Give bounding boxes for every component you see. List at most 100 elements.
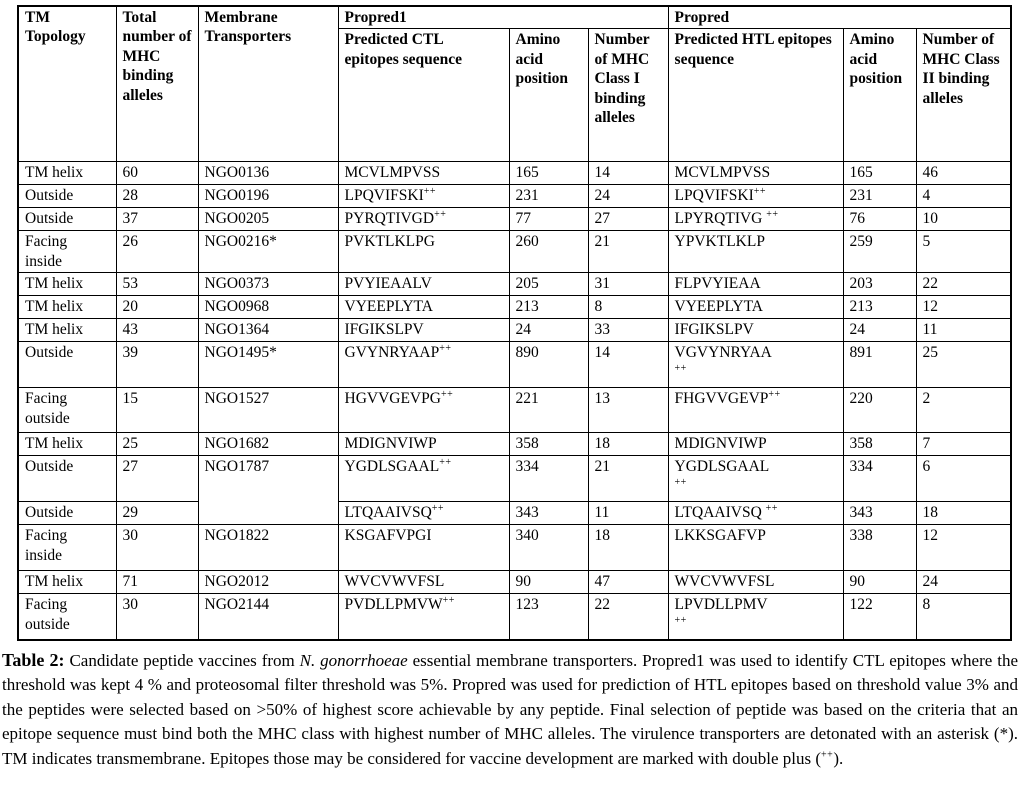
ctl-position-cell: 77 xyxy=(508,207,589,232)
caption-part1: Candidate peptide vaccines from xyxy=(64,650,300,670)
table-row: Outside 28 NGO0196 LPQVIFSKI++ 231 24 LPQVIFSK… xyxy=(17,184,1012,209)
table-row: TM helix 60 NGO0136 MCVLMPVSS 165 14 MCVLMPVSS… xyxy=(17,161,1012,186)
htl-epitope-cell: FHGVVGEVP++ xyxy=(667,387,844,434)
header-total-alleles: Total number of MHC binding alleles xyxy=(115,5,199,163)
ctl-epitope-cell: GVYNRYAAP++ xyxy=(337,341,510,389)
ctl-position-cell: 340 xyxy=(508,524,589,572)
doubleplus-marker: ++ xyxy=(674,614,687,626)
table-row: TM helix 53 NGO0373 PVYIEAALV 205 31 FLPVYIEAA… xyxy=(17,272,1012,297)
transporter-cell: NGO0216* xyxy=(197,230,339,274)
transporter-cell: NGO1364 xyxy=(197,318,339,343)
total-alleles-cell: 30 xyxy=(115,524,199,572)
ctl-position-cell: 123 xyxy=(508,593,589,641)
topology-cell: TM helix xyxy=(17,272,117,297)
header-group-row: TM Topology Total number of MHC binding … xyxy=(17,5,1012,163)
htl-alleles-cell: 46 xyxy=(915,161,1012,186)
header-mhc-class-ii: Number of MHC Class II binding alleles xyxy=(915,28,1012,163)
doubleplus-marker: ++ xyxy=(440,388,454,400)
topology-cell: Outside xyxy=(17,184,117,209)
ctl-epitope-cell: PVKTLKLPG xyxy=(337,230,510,274)
htl-position-cell: 259 xyxy=(842,230,917,274)
htl-alleles-cell: 7 xyxy=(915,432,1012,457)
htl-alleles-cell: 6 xyxy=(915,455,1012,503)
doubleplus-marker: ++ xyxy=(434,209,447,221)
topology-cell: Facing inside xyxy=(17,230,117,274)
table-row: Outside 29 LTQAAIVSQ++ 343 11 LTQAAIVSQ ++ 343… xyxy=(17,501,1012,526)
header-membrane-transporters: Membrane Transporters xyxy=(197,5,339,163)
htl-position-cell: 90 xyxy=(842,570,917,595)
ctl-epitope-cell: LPQVIFSKI++ xyxy=(337,184,510,209)
ctl-position-cell: 213 xyxy=(508,295,589,320)
caption-label: Table 2: xyxy=(2,649,65,670)
topology-cell: TM helix xyxy=(17,432,117,457)
header-propred1-group: Propred1 xyxy=(337,5,669,30)
htl-epitope-cell: LPVDLLPMV ++ xyxy=(667,593,844,641)
ctl-alleles-cell: 13 xyxy=(587,387,669,434)
htl-alleles-cell: 4 xyxy=(915,184,1012,209)
ctl-position-cell: 334 xyxy=(508,455,589,503)
ctl-alleles-cell: 18 xyxy=(587,524,669,572)
table-header: TM Topology Total number of MHC binding … xyxy=(17,5,1012,163)
topology-cell: Outside xyxy=(17,455,117,503)
ctl-position-cell: 231 xyxy=(508,184,589,209)
transporter-cell: NGO0373 xyxy=(197,272,339,297)
ctl-alleles-cell: 47 xyxy=(587,570,669,595)
total-alleles-cell: 28 xyxy=(115,184,199,209)
htl-epitope-cell: LKKSGAFVP xyxy=(667,524,844,572)
topology-cell: TM helix xyxy=(17,318,117,343)
htl-epitope-cell: YPVKTLKLP xyxy=(667,230,844,274)
topology-cell: Facing outside xyxy=(17,593,117,641)
transporter-cell: NGO0196 xyxy=(197,184,339,209)
total-alleles-cell: 71 xyxy=(115,570,199,595)
htl-epitope-cell: MDIGNVIWP xyxy=(667,432,844,457)
table-caption: Table 2: Candidate peptide vaccines from… xyxy=(2,648,1018,772)
total-alleles-cell: 53 xyxy=(115,272,199,297)
htl-epitope-cell: VYEEPLYTA xyxy=(667,295,844,320)
htl-alleles-cell: 12 xyxy=(915,295,1012,320)
ctl-alleles-cell: 18 xyxy=(587,432,669,457)
doubleplus-marker: ++ xyxy=(768,388,781,400)
htl-position-cell: 343 xyxy=(842,501,917,526)
htl-epitope-cell: LTQAAIVSQ ++ xyxy=(667,501,844,526)
htl-alleles-cell: 22 xyxy=(915,272,1012,297)
total-alleles-cell: 39 xyxy=(115,341,199,389)
htl-position-cell: 334 xyxy=(842,455,917,503)
ctl-alleles-cell: 14 xyxy=(587,341,669,389)
ctl-alleles-cell: 8 xyxy=(587,295,669,320)
htl-position-cell: 231 xyxy=(842,184,917,209)
htl-alleles-cell: 8 xyxy=(915,593,1012,641)
htl-position-cell: 203 xyxy=(842,272,917,297)
htl-alleles-cell: 2 xyxy=(915,387,1012,434)
ctl-epitope-cell: MDIGNVIWP xyxy=(337,432,510,457)
header-mhc-class-i: Number of MHC Class I binding alleles xyxy=(587,28,669,163)
ctl-alleles-cell: 11 xyxy=(587,501,669,526)
total-alleles-cell: 29 xyxy=(115,501,199,526)
header-sub-row: Predicted CTL epitopes sequence Amino ac… xyxy=(18,28,1012,163)
caption-part2: essential membrane transporters. Propred… xyxy=(2,650,1018,768)
caption-doubleplus-sup: ++ xyxy=(821,749,834,761)
topology-cell: Outside xyxy=(17,207,117,232)
topology-cell: Outside xyxy=(17,341,117,389)
htl-epitope-cell: FLPVYIEAA xyxy=(667,272,844,297)
htl-alleles-cell: 12 xyxy=(915,524,1012,572)
htl-epitope-cell: MCVLMPVSS xyxy=(667,161,844,186)
total-alleles-cell: 26 xyxy=(115,230,199,274)
ctl-epitope-cell: HGVVGEVPG++ xyxy=(337,387,510,434)
htl-alleles-cell: 18 xyxy=(915,501,1012,526)
total-alleles-cell: 25 xyxy=(115,432,199,457)
total-alleles-cell: 37 xyxy=(115,207,199,232)
header-htl-sequence: Predicted HTL epitopes sequence xyxy=(667,28,844,163)
topology-cell: Facing outside xyxy=(17,387,117,434)
htl-position-cell: 358 xyxy=(842,432,917,457)
transporter-cell: NGO1527 xyxy=(197,387,339,434)
table-row: Facing outside 30 NGO2144 PVDLLPMVW++ 123 22 L… xyxy=(17,593,1012,641)
header-amino-acid-position-ctl: Amino acid position xyxy=(508,28,589,163)
transporter-cell: NGO2144 xyxy=(197,593,339,641)
table-row: TM helix 71 NGO2012 WVCVWVFSL 90 47 WVCVWVFSL 9… xyxy=(17,570,1012,595)
ctl-position-cell: 24 xyxy=(508,318,589,343)
topology-cell: TM helix xyxy=(17,161,117,186)
htl-epitope-cell: VGVYNRYAA ++ xyxy=(667,341,844,389)
table-row: TM helix 43 NGO1364 IFGIKSLPV 24 33 IFGIKSLPV 2… xyxy=(17,318,1012,343)
header-propred-group: Propred xyxy=(667,5,1012,30)
total-alleles-cell: 27 xyxy=(115,455,199,503)
